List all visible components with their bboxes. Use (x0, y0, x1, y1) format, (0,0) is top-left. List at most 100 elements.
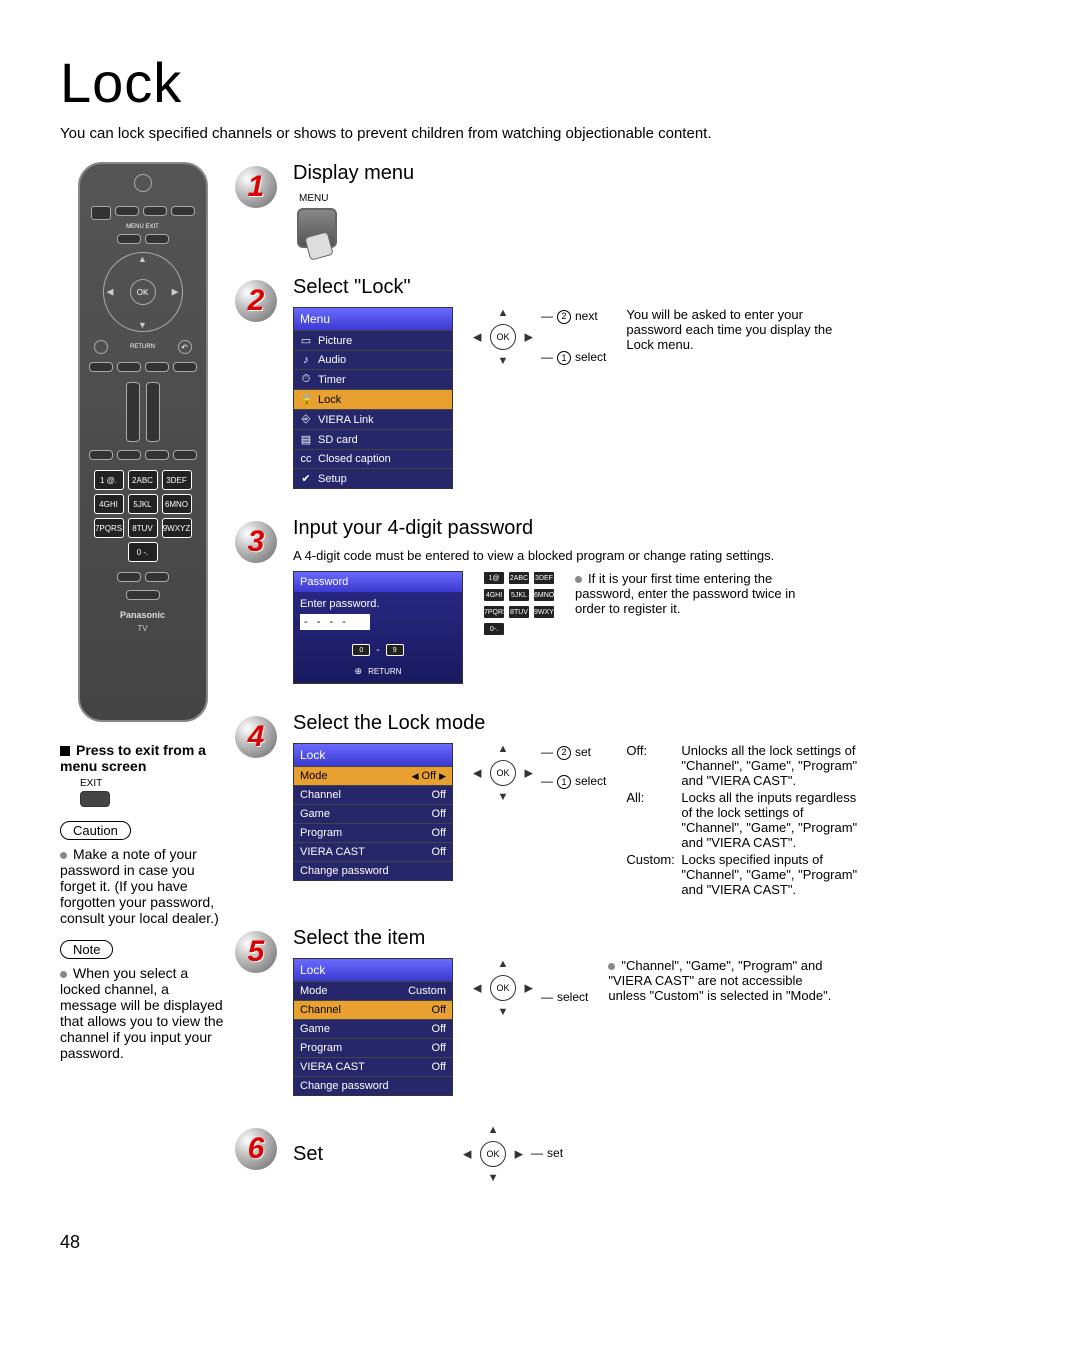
menu-exit-label: MENU EXIT (126, 224, 159, 230)
menu-item-closed-caption[interactable]: ccClosed caption (294, 449, 452, 468)
lock5-footer[interactable]: Change password (294, 1076, 452, 1095)
menu-item-timer[interactable]: ⏱Timer (294, 369, 452, 389)
lock-row-mode[interactable]: Mode Custom (294, 981, 452, 1000)
lock-row-program[interactable]: ProgramOff (294, 823, 452, 842)
mini-key-9[interactable]: 0-. (483, 622, 505, 636)
lock-row-channel[interactable]: ChannelOff (294, 785, 452, 804)
mode-row: Custom:Locks specified inputs of "Channe… (626, 852, 866, 897)
mini-key-2[interactable]: 3DEF (533, 571, 555, 585)
mini-key-5[interactable]: 6MNO (533, 588, 555, 602)
return-label: RETURN (130, 344, 155, 350)
caution-text: Make a note of your password in case you… (60, 846, 225, 926)
lock-row-key: VIERA CAST (300, 846, 365, 858)
lock-row-key: Channel (300, 1004, 341, 1016)
lock-row-key: Program (300, 827, 342, 839)
key-9[interactable]: 9WXYZ (162, 518, 192, 538)
step3-desc: If it is your first time entering the pa… (575, 571, 795, 616)
menu-button-icon[interactable] (297, 208, 337, 248)
lock-row-program[interactable]: ProgramOff (294, 1038, 452, 1057)
note-block: Note When you select a locked channel, a… (60, 940, 225, 1061)
key-3[interactable]: 3DEF (162, 470, 192, 490)
nav-set-6: set (547, 1144, 563, 1163)
menu-item-label: Lock (318, 394, 341, 406)
lock-panel-5: Lock ModeCustomChannelOffGameOffProgramO… (293, 958, 453, 1096)
nav-next: next (575, 307, 598, 326)
nav-select-4: select (575, 772, 606, 791)
nav-ok-4[interactable]: OK (490, 760, 516, 786)
remote-control: MENU EXIT OK ▲ ▼ ◀ ▶ RETURN ↶ 1 @. (78, 162, 208, 722)
key-0[interactable]: 0 -. (128, 542, 158, 562)
key-8[interactable]: 8TUV (128, 518, 158, 538)
step-num-5: 5 (235, 931, 277, 973)
menu-panel-header: Menu (294, 308, 452, 330)
mini-key-4[interactable]: 5JKL (508, 588, 530, 602)
key-7[interactable]: 7PQRS (94, 518, 124, 538)
key-5[interactable]: 5JKL (128, 494, 158, 514)
menu-item-icon: ✔ (300, 472, 312, 485)
nav-ok-6[interactable]: OK (480, 1141, 506, 1167)
menu-item-label: Closed caption (318, 453, 391, 465)
menu-item-icon: 🔒 (300, 393, 312, 406)
menu-item-lock[interactable]: 🔒 Lock (294, 389, 452, 409)
step3-title: Input your 4-digit password (293, 517, 1020, 540)
step-num-4: 4 (235, 716, 277, 758)
nav-cross-4: ▲ ▼ ◀ ▶ OK (473, 743, 533, 803)
menu-item-setup[interactable]: ✔Setup (294, 468, 452, 488)
lock-row-mode[interactable]: Mode◀ Off ▶ (294, 766, 452, 785)
menu-item-audio[interactable]: ♪Audio (294, 350, 452, 369)
right-column: 1 Display menu MENU 2 Select "Lock" Menu… (235, 162, 1020, 1212)
menu-item-picture[interactable]: ▭Picture (294, 330, 452, 350)
lock-row-channel[interactable]: Channel Off (294, 1000, 452, 1019)
menu-item-sd-card[interactable]: ▤SD card (294, 429, 452, 449)
menu-item-viera-link[interactable]: ⎆VIERA Link (294, 409, 452, 429)
step-6: 6 Set ▲ ▼ ◀ ▶ OK — set (235, 1124, 1020, 1184)
menu-item-label: Audio (318, 354, 346, 366)
step2-desc: You will be asked to enter your password… (626, 307, 856, 352)
exit-button-icon[interactable] (80, 791, 110, 807)
mini-key-7[interactable]: 8TUV (508, 605, 530, 619)
nav-ok-5[interactable]: OK (490, 975, 516, 1001)
ok-button[interactable]: OK (130, 279, 156, 305)
mode-val: Locks specified inputs of "Channel", "Ga… (681, 852, 866, 897)
nav-cross-5: ▲ ▼ ◀ ▶ OK (473, 958, 533, 1018)
lock-row-game[interactable]: GameOff (294, 804, 452, 823)
lock-row-val: Off (432, 1004, 446, 1016)
step1-title: Display menu (293, 162, 1020, 185)
lock-row-val: Off (432, 808, 446, 820)
lock-row-viera-cast[interactable]: VIERA CASTOff (294, 1057, 452, 1076)
lock-row-key: Program (300, 1042, 342, 1054)
mini-key-1[interactable]: 2ABC (508, 571, 530, 585)
step-num-1: 1 (235, 166, 277, 208)
lock-row-game[interactable]: GameOff (294, 1019, 452, 1038)
password-panel: Password Enter password. - - - - 0 - 9 ⊕… (293, 571, 463, 684)
step-num-6: 6 (235, 1128, 277, 1170)
key-4[interactable]: 4GHI (94, 494, 124, 514)
lock-row-val: Custom (408, 985, 446, 997)
exit-small-label: EXIT (80, 778, 225, 789)
mini-key-0[interactable]: 1@ (483, 571, 505, 585)
nav-ok-2[interactable]: OK (490, 324, 516, 350)
key-6[interactable]: 6MNO (162, 494, 192, 514)
nav-select-5: select (557, 988, 588, 1007)
mode-row: All:Locks all the inputs regardless of t… (626, 790, 866, 850)
mode-key: All: (626, 790, 681, 850)
mini-key-8[interactable]: 9WXYZ (533, 605, 555, 619)
pwd-dots: - - - - (300, 614, 370, 630)
page-number: 48 (60, 1232, 1020, 1253)
key-2[interactable]: 2ABC (128, 470, 158, 490)
note-label: Note (60, 940, 113, 959)
mini-key-3[interactable]: 4GHI (483, 588, 505, 602)
lock-row-viera-cast[interactable]: VIERA CASTOff (294, 842, 452, 861)
step5-title: Select the item (293, 927, 1020, 950)
lock-row-key: Game (300, 1023, 330, 1035)
mini-key-6[interactable]: 7PQRS (483, 605, 505, 619)
step3-sub: A 4-digit code must be entered to view a… (293, 548, 1020, 563)
range-key-9: 9 (386, 644, 404, 656)
step-2: 2 Select "Lock" Menu ▭Picture♪Audio⏱Time… (235, 276, 1020, 489)
key-1[interactable]: 1 @. (94, 470, 124, 490)
tv-label: TV (137, 624, 147, 633)
lock-row-key: Mode (300, 985, 328, 997)
menu-panel: Menu ▭Picture♪Audio⏱Timer 🔒 Lock ⎆VIERA Lin… (293, 307, 453, 489)
lock4-footer[interactable]: Change password (294, 861, 452, 880)
nav-select-2: select (575, 348, 606, 367)
